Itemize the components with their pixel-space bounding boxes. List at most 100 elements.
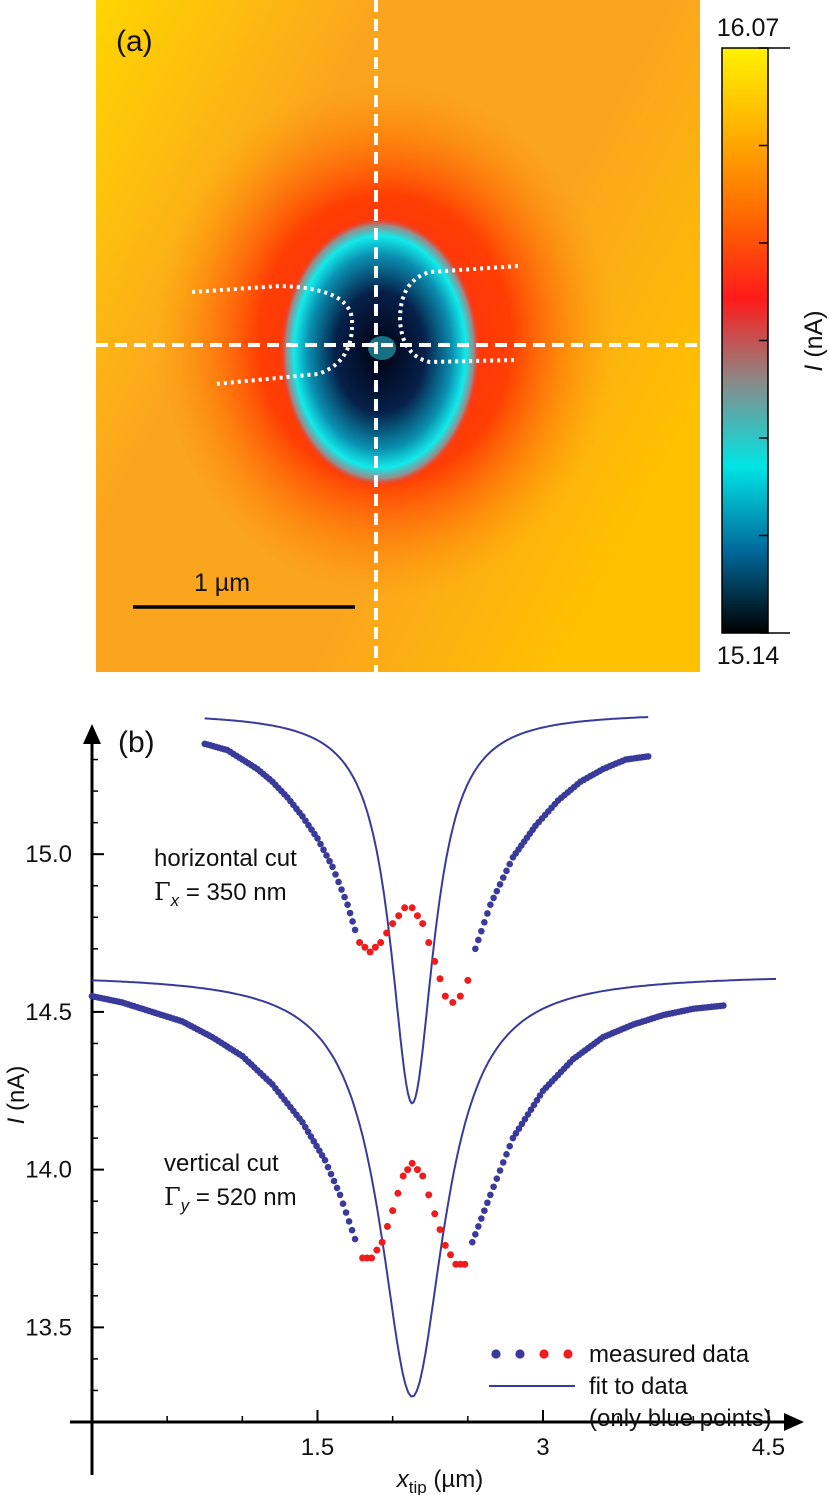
measured-point-blue xyxy=(499,874,507,881)
measured-point-red xyxy=(401,904,409,912)
measured-point-red xyxy=(431,1210,439,1218)
measured-point-blue xyxy=(338,886,345,893)
measured-point-blue xyxy=(321,1156,329,1164)
measured-point-blue xyxy=(493,887,501,895)
measured-point-red xyxy=(436,975,444,983)
y-axis-arrow xyxy=(83,724,101,744)
legend: measured data fit to data (only blue poi… xyxy=(489,1341,772,1432)
measured-point-red xyxy=(377,939,385,947)
measured-point-red xyxy=(413,912,421,920)
measured-point-blue xyxy=(533,1096,541,1104)
measured-point-red xyxy=(373,1246,381,1254)
measured-point-red xyxy=(461,1260,469,1268)
measured-point-blue xyxy=(469,1238,476,1246)
panel-b-label: (b) xyxy=(118,726,155,759)
measured-point-red xyxy=(425,939,433,947)
colorbar-ticks xyxy=(759,47,790,634)
measured-point-blue xyxy=(509,1134,517,1142)
measured-point-blue xyxy=(487,1191,494,1199)
y-axis-label-unit: (nA) xyxy=(3,1066,30,1118)
measured-point-blue xyxy=(351,1235,359,1243)
measured-point-blue xyxy=(341,893,348,901)
right-electrode-outline xyxy=(397,264,519,365)
measured-point-blue xyxy=(490,1183,497,1191)
measured-point-red xyxy=(408,1159,416,1167)
y-tick-label: 13.5 xyxy=(25,1314,72,1341)
measured-point-blue xyxy=(332,871,339,878)
annotation-gamma-y: Γy = 520 nm xyxy=(164,1183,297,1215)
measured-point-blue xyxy=(524,1111,532,1118)
measured-point-blue xyxy=(720,1002,727,1009)
measured-point-blue xyxy=(336,1191,344,1199)
measured-point-red xyxy=(371,943,379,951)
measured-point-red xyxy=(441,1241,449,1249)
measured-point-red xyxy=(431,957,439,965)
measured-point-blue xyxy=(490,894,497,902)
measured-point-blue xyxy=(323,852,330,859)
measured-point-blue xyxy=(487,901,494,908)
x-axis-label-unit: (µm) xyxy=(427,1466,483,1493)
gamma-y-value: = 520 nm xyxy=(189,1184,296,1211)
legend-fit-note: (only blue points) xyxy=(589,1405,772,1432)
legend-blue-dot xyxy=(515,1349,525,1359)
measured-point-blue xyxy=(481,919,488,926)
measured-point-blue xyxy=(320,846,327,854)
gamma-x-value: = 350 nm xyxy=(179,879,286,906)
measured-point-blue xyxy=(349,918,356,925)
colorbar-label-unit: (nA) xyxy=(800,310,828,364)
panel-a: (a) 1 µm 16.07 15.14 I (nA) xyxy=(96,0,828,672)
legend-red-dot xyxy=(563,1349,573,1359)
measured-point-red xyxy=(366,948,374,956)
measured-point-red xyxy=(389,920,397,928)
x-tick-label: 4.5 xyxy=(752,1434,785,1461)
gamma-y-subscript: y xyxy=(180,1196,191,1215)
measured-point-blue xyxy=(499,1159,507,1166)
measured-point-red xyxy=(425,1191,433,1199)
measured-point-blue xyxy=(496,1167,504,1174)
colorbar-label-symbol: I xyxy=(800,365,828,372)
measured-point-blue xyxy=(644,753,652,760)
measured-point-red xyxy=(395,912,403,920)
measured-point-blue xyxy=(512,1130,520,1137)
measured-point-red xyxy=(404,1166,412,1174)
annotation-horizontal-cut: horizontal cut xyxy=(154,845,297,872)
measured-point-blue xyxy=(484,910,491,917)
measured-point-red xyxy=(389,1207,397,1215)
plot-area: 13.5 14.0 14.5 15.0 1.5 3 4.5 xyxy=(25,716,804,1475)
x-tick-label: 3 xyxy=(536,1434,549,1461)
x-tick-label: 1.5 xyxy=(301,1434,334,1461)
legend-red-dot xyxy=(539,1349,549,1359)
measured-point-red xyxy=(419,920,427,928)
measured-point-blue xyxy=(344,901,351,908)
measured-point-blue xyxy=(506,860,514,868)
colorbar-min-label: 15.14 xyxy=(717,642,780,670)
measured-point-blue xyxy=(314,835,321,842)
x-axis-label-subscript: tip xyxy=(409,1478,427,1495)
measured-point-blue xyxy=(481,1207,488,1214)
measured-point-blue xyxy=(324,1163,332,1171)
y-tick-label: 14.5 xyxy=(25,999,72,1026)
measured-point-blue xyxy=(333,1184,341,1192)
measured-point-blue xyxy=(327,1170,335,1178)
fit-line xyxy=(204,716,649,1105)
measured-point-blue xyxy=(345,1218,353,1225)
measured-point-blue xyxy=(536,1092,544,1099)
measured-point-red xyxy=(383,1222,391,1230)
measured-point-blue xyxy=(330,1177,338,1185)
scale-bar-label: 1 µm xyxy=(194,569,250,597)
measured-point-blue xyxy=(503,867,510,875)
measured-point-blue xyxy=(339,1200,347,1208)
measured-point-red xyxy=(361,943,369,951)
measured-point-blue xyxy=(317,840,324,848)
measured-point-red xyxy=(394,1189,402,1197)
heatmap-center-spot xyxy=(368,336,396,360)
measured-point-blue xyxy=(329,863,336,871)
measured-point-red xyxy=(413,1166,421,1174)
measured-point-blue xyxy=(326,857,333,865)
panel-b: (b) 13.5 14.0 14.5 15.0 1.5 3 4.5 horizontal c… xyxy=(3,716,804,1495)
colorbar-axis-label: I (nA) xyxy=(800,310,828,371)
measured-point-blue xyxy=(503,1151,510,1158)
x-axis-label-symbol: x xyxy=(396,1466,410,1493)
measured-point-blue xyxy=(351,926,359,934)
measured-point-blue xyxy=(493,1175,501,1182)
